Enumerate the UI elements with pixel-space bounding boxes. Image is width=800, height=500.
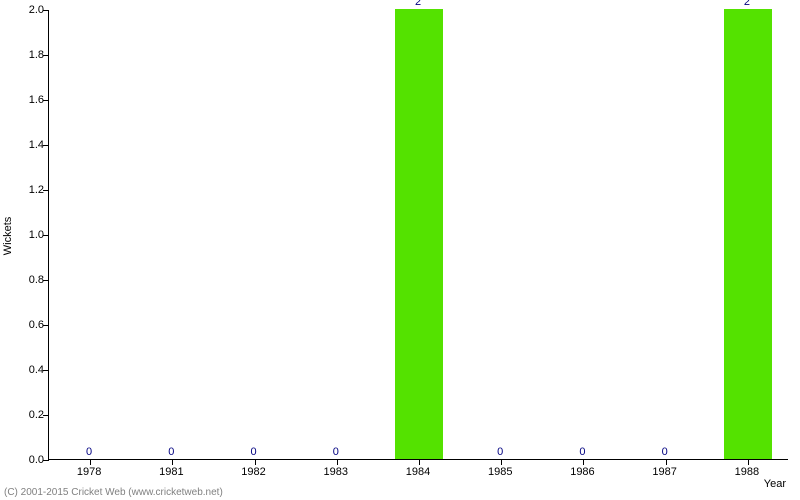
y-tick-label: 0.2 bbox=[29, 409, 44, 421]
y-tick-label: 0.6 bbox=[29, 319, 44, 331]
bar bbox=[395, 9, 443, 459]
x-tick bbox=[90, 459, 91, 465]
y-tick-label: 1.2 bbox=[29, 184, 44, 196]
bar-value-label: 0 bbox=[497, 446, 503, 458]
x-tick-label: 1986 bbox=[570, 466, 594, 478]
bar-value-label: 0 bbox=[168, 446, 174, 458]
y-tick-label: 1.8 bbox=[29, 49, 44, 61]
bar-value-label: 0 bbox=[662, 446, 668, 458]
x-tick-label: 1984 bbox=[406, 466, 430, 478]
bar-value-label: 2 bbox=[744, 0, 750, 8]
y-tick-label: 2.0 bbox=[29, 4, 44, 16]
x-tick bbox=[419, 459, 420, 465]
x-tick-label: 1981 bbox=[159, 466, 183, 478]
x-tick bbox=[666, 459, 667, 465]
y-tick-label: 0.4 bbox=[29, 364, 44, 376]
x-tick bbox=[583, 459, 584, 465]
bar bbox=[724, 9, 772, 459]
y-tick-label: 0.0 bbox=[29, 454, 44, 466]
y-tick-label: 0.8 bbox=[29, 274, 44, 286]
x-tick bbox=[501, 459, 502, 465]
bar-value-label: 0 bbox=[250, 446, 256, 458]
y-tick-label: 1.0 bbox=[29, 229, 44, 241]
x-tick-label: 1988 bbox=[735, 466, 759, 478]
x-tick bbox=[172, 459, 173, 465]
x-tick bbox=[748, 459, 749, 465]
x-tick-label: 1983 bbox=[324, 466, 348, 478]
bar-value-label: 0 bbox=[333, 446, 339, 458]
y-axis-title: Wickets bbox=[2, 217, 14, 256]
bar-value-label: 0 bbox=[86, 446, 92, 458]
x-tick-label: 1982 bbox=[241, 466, 265, 478]
x-tick bbox=[337, 459, 338, 465]
x-tick-label: 1978 bbox=[77, 466, 101, 478]
x-axis-title: Year bbox=[764, 478, 786, 490]
bar-value-label: 2 bbox=[415, 0, 421, 8]
y-tick-label: 1.4 bbox=[29, 139, 44, 151]
x-tick bbox=[255, 459, 256, 465]
y-tick-label: 1.6 bbox=[29, 94, 44, 106]
bar-value-label: 0 bbox=[579, 446, 585, 458]
chart-plot-area bbox=[48, 10, 788, 460]
copyright-text: (C) 2001-2015 Cricket Web (www.cricketwe… bbox=[4, 487, 223, 498]
x-tick-label: 1987 bbox=[652, 466, 676, 478]
x-tick-label: 1985 bbox=[488, 466, 512, 478]
